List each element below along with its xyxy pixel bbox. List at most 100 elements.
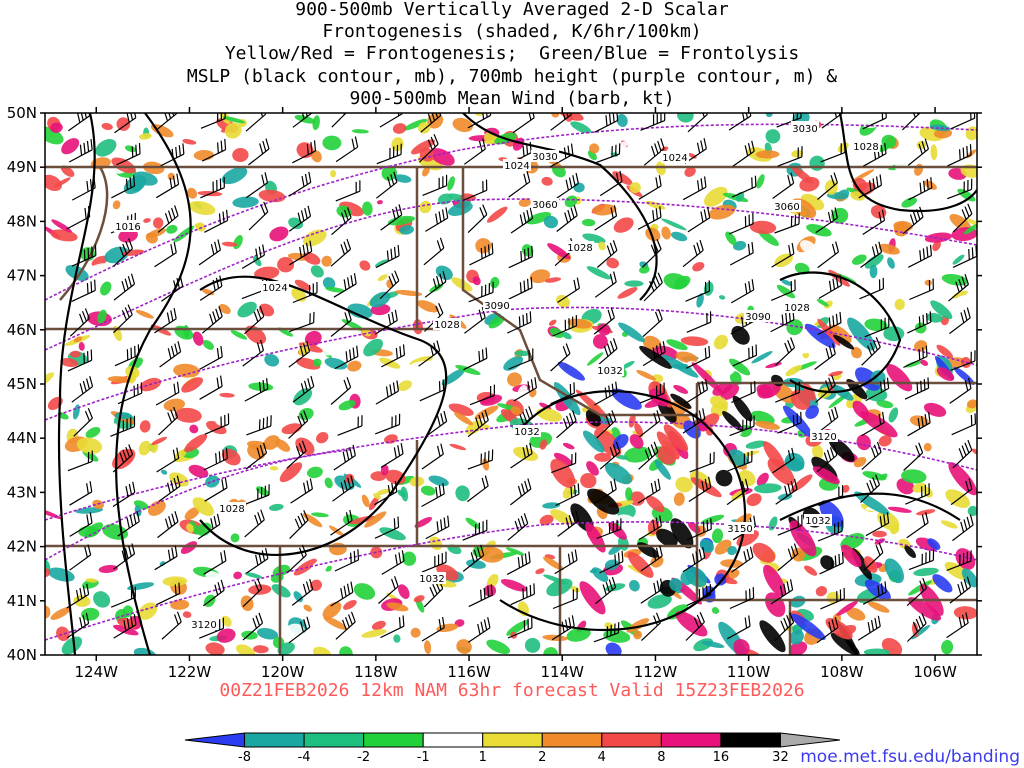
wind-barb	[948, 273, 969, 302]
wind-barb	[467, 449, 494, 470]
shade-blob	[147, 500, 166, 516]
wind-barb	[288, 205, 312, 232]
shade-blob	[184, 507, 200, 520]
shade-blob	[732, 395, 753, 422]
shade-blob	[418, 122, 431, 134]
shade-blob	[322, 277, 336, 290]
shade-blob	[272, 396, 289, 408]
lon-label: 106W	[913, 663, 957, 681]
shade-blob	[98, 564, 118, 574]
wind-barb	[381, 550, 405, 575]
shade-blob	[122, 249, 145, 256]
wind-barb	[861, 441, 882, 471]
wind-barb	[639, 382, 665, 404]
wind-barb	[154, 241, 177, 268]
shade-blob	[288, 217, 304, 230]
credit-url[interactable]: moe.met.fsu.edu/banding	[800, 747, 1020, 767]
shade-blob	[606, 257, 620, 269]
shade-blob	[867, 601, 890, 613]
wind-barb	[291, 578, 314, 606]
shade-blob	[403, 118, 428, 131]
mslp-contour-label: 1028	[219, 504, 244, 515]
shade-blob	[628, 413, 636, 428]
shade-blob	[604, 462, 633, 485]
wind-barb	[642, 341, 666, 367]
wind-barb	[777, 514, 803, 536]
shade-blob	[294, 114, 316, 124]
shade-blob	[414, 517, 433, 528]
wind-barb	[381, 344, 406, 368]
shade-blob	[952, 254, 965, 265]
wind-barb	[242, 339, 265, 367]
mslp-contour-label: 1024	[504, 161, 529, 172]
shade-blob	[186, 187, 198, 199]
wind-barb	[160, 143, 185, 167]
wind-barb	[549, 143, 574, 168]
shade-blob	[50, 122, 63, 133]
wind-barb	[468, 617, 491, 643]
wind-barb	[468, 584, 493, 608]
shade-blob	[789, 629, 804, 645]
shade-blob	[904, 545, 916, 559]
contour-label-bg	[531, 150, 559, 162]
shade-blob	[474, 405, 499, 420]
wind-barb	[374, 516, 400, 539]
shade-blob	[323, 616, 347, 630]
shade-blob	[727, 546, 737, 556]
shade-blob	[505, 547, 525, 556]
wind-barb	[818, 274, 843, 299]
wind-barb	[462, 544, 485, 572]
wind-barb	[858, 174, 883, 199]
wind-barb	[331, 207, 352, 236]
shade-blob	[936, 344, 954, 359]
shade-blob	[828, 437, 855, 462]
wind-barb	[862, 209, 886, 236]
shade-blob	[586, 461, 599, 476]
wind-barb	[199, 346, 223, 370]
wind-barb	[557, 510, 580, 537]
shade-blob	[611, 388, 642, 410]
shade-blob	[749, 220, 777, 235]
wind-barb	[774, 612, 795, 641]
wind-barb	[467, 475, 489, 503]
title-line-2: Frontogenesis (shaded, K/6hr/100km)	[322, 21, 702, 42]
shade-blob	[855, 367, 881, 391]
shade-blob	[745, 440, 767, 449]
shade-blob	[913, 567, 939, 577]
colorbar: -8 -4 -2 -1 1 2 4 8 16 32	[184, 732, 841, 765]
wind-barb	[952, 514, 974, 542]
shade-blob	[661, 218, 687, 231]
shade-blob	[304, 330, 322, 347]
contour-label-bg	[483, 299, 511, 311]
shade-blob	[170, 599, 190, 610]
shade-blob	[362, 201, 373, 216]
shade-blob	[61, 636, 83, 655]
wind-barb	[818, 485, 844, 507]
wind-barb	[421, 483, 445, 508]
wind-barb	[860, 241, 883, 268]
shade-blob	[422, 166, 430, 177]
shade-blob	[949, 213, 972, 232]
wind-barb	[686, 311, 712, 333]
frontogenesis-shading	[45, 113, 977, 655]
shade-blob	[123, 175, 147, 195]
shade-blob	[541, 176, 553, 186]
shade-blob	[330, 170, 337, 178]
contour-label-bg	[596, 364, 624, 376]
title-line-3: Yellow/Red = Frontogenesis; Green/Blue =…	[224, 43, 800, 64]
shade-blob	[666, 339, 688, 351]
wind-barb	[286, 440, 307, 469]
shade-blob	[752, 542, 776, 563]
shade-blob	[302, 513, 323, 528]
shade-blob	[932, 574, 953, 593]
shade-blob	[629, 579, 640, 592]
wind-barb	[556, 410, 577, 439]
colorbar-label: 1	[479, 750, 487, 765]
shade-blob	[930, 300, 953, 320]
shade-blob	[452, 117, 473, 133]
colorbar-label: -8	[238, 750, 251, 765]
shade-blob	[971, 448, 977, 455]
shade-blob	[625, 487, 633, 501]
shade-blob	[929, 124, 951, 132]
shade-blob	[247, 440, 268, 450]
